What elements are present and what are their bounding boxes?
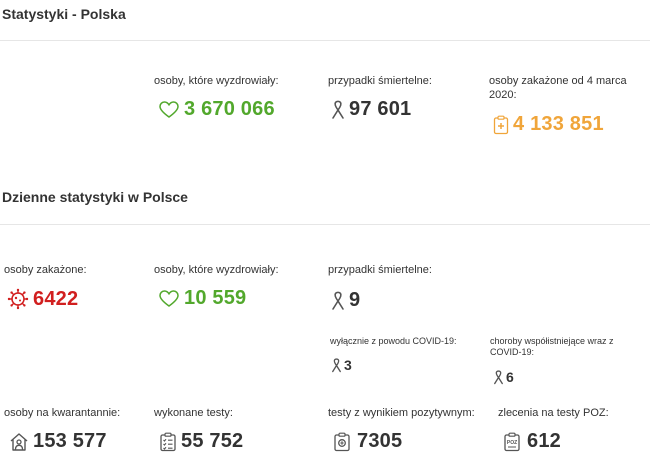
house-person-icon [8, 431, 30, 453]
clipboard-check-icon [158, 431, 178, 453]
stat-value-covid-only: 3 [344, 357, 352, 373]
stat-value-quarantine: 153 577 [33, 430, 107, 452]
stat-comorbid: 6 [492, 369, 514, 385]
stat-label-positive-tests: testy z wynikiem pozytywnym: [328, 407, 475, 419]
divider [0, 224, 650, 225]
svg-text:POZ: POZ [507, 440, 517, 446]
virus-icon [6, 287, 30, 311]
stat-label-comorbid: choroby współistniejące wraz z COVID-19: [490, 336, 614, 357]
stat-recovered-total: 3 670 066 [158, 98, 275, 121]
stat-positive-tests: 7305 [332, 430, 402, 453]
stat-quarantine: 153 577 [8, 430, 107, 453]
stat-label-tests: wykonane testy: [154, 407, 233, 419]
clipboard-cross-icon [492, 114, 510, 136]
section-title-poland: Statystyki - Polska [2, 6, 126, 22]
stat-tests: 55 752 [158, 430, 243, 453]
poz-clipboard-icon: POZ [502, 431, 524, 453]
stat-value-tests: 55 752 [181, 430, 244, 452]
stat-recovered-daily: 10 559 [158, 287, 246, 310]
ribbon-icon [492, 369, 504, 385]
stat-label-recovered-daily: osoby, które wyzdrowiały: [154, 264, 279, 276]
section-title-daily: Dzienne statystyki w Polsce [2, 189, 188, 205]
ribbon-icon [330, 290, 346, 312]
heart-icon [158, 288, 180, 310]
stat-poz-orders: POZ 612 [502, 430, 561, 453]
heart-icon [158, 99, 180, 121]
test-positive-icon [332, 431, 354, 453]
stat-covid-only: 3 [330, 357, 352, 373]
stat-value-infected-daily: 6422 [33, 287, 79, 310]
stat-infected-daily: 6422 [6, 287, 78, 311]
stat-label-quarantine: osoby na kwarantannie: [4, 407, 121, 419]
stat-value-recovered-daily: 10 559 [184, 287, 247, 309]
stat-value-deaths-total: 97 601 [349, 98, 412, 120]
stat-value-comorbid: 6 [506, 369, 514, 385]
stat-value-poz-orders: 612 [527, 430, 561, 452]
stat-deaths-total: 97 601 [330, 98, 411, 121]
stat-infected-total: 4 133 851 [492, 113, 604, 136]
stat-value-recovered-total: 3 670 066 [184, 98, 275, 120]
stat-label-infected-daily: osoby zakażone: [4, 264, 87, 276]
stat-label-deaths-daily: przypadki śmiertelne: [328, 264, 432, 276]
stat-label-covid-only: wyłącznie z powodu COVID-19: [330, 336, 457, 346]
stat-value-positive-tests: 7305 [357, 430, 403, 452]
stat-deaths-daily: 9 [330, 289, 360, 312]
stat-label-deaths-total: przypadki śmiertelne: [328, 75, 432, 87]
stat-label-poz-orders: zlecenia na testy POZ: [498, 407, 609, 419]
ribbon-icon [330, 99, 346, 121]
stat-label-recovered-total: osoby, które wyzdrowiały: [154, 75, 279, 87]
divider [0, 40, 650, 41]
stat-value-infected-total: 4 133 851 [513, 113, 604, 135]
stat-value-deaths-daily: 9 [349, 289, 361, 311]
ribbon-icon [330, 357, 342, 373]
stat-label-infected-total: osoby zakażone od 4 marca 2020: [489, 75, 627, 101]
